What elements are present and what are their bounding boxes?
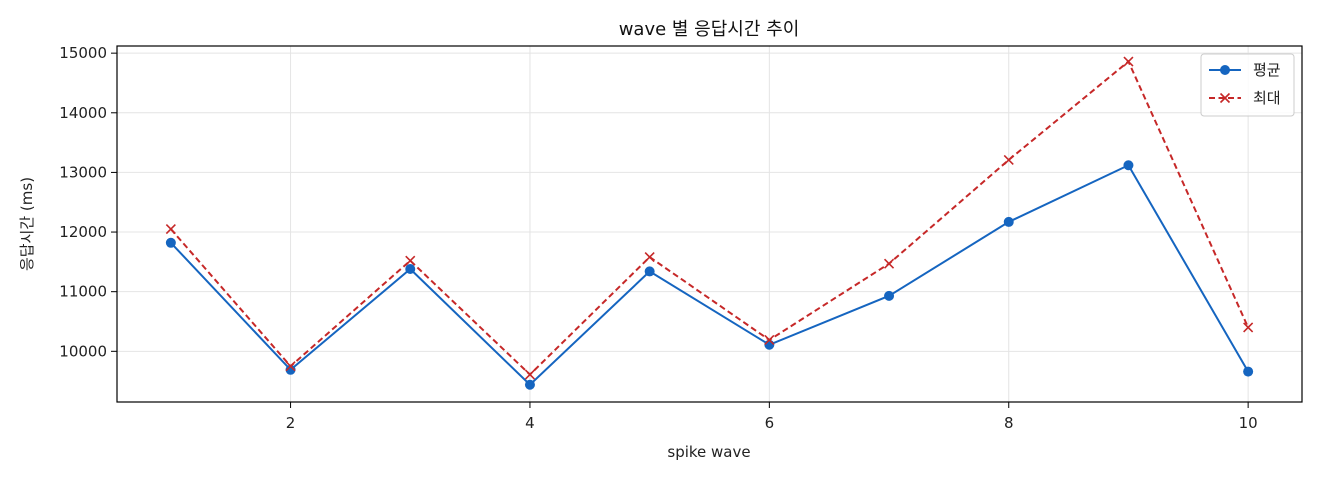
data-point <box>1003 154 1014 165</box>
data-point <box>524 379 535 390</box>
data-point <box>1003 216 1014 227</box>
data-point <box>644 266 655 277</box>
data-point <box>285 364 296 375</box>
x-tick-label: 10 <box>1239 414 1258 432</box>
series-최대 <box>165 56 1254 380</box>
data-point <box>883 258 895 269</box>
series-layer <box>165 56 1254 390</box>
data-point <box>764 334 775 346</box>
data-point <box>1123 160 1134 171</box>
plot-area-frame <box>116 45 1303 403</box>
data-point <box>1243 322 1254 333</box>
y-tick-label: 14000 <box>59 104 107 122</box>
series-line <box>170 163 1250 387</box>
x-tick-label: 6 <box>765 414 775 432</box>
series-line <box>170 59 1250 376</box>
data-point <box>165 237 176 248</box>
legend-item: 최대 <box>1209 89 1281 107</box>
grid-lines <box>117 46 1302 402</box>
legend-label: 최대 <box>1253 89 1281 107</box>
x-axis-title: spike wave <box>667 443 750 461</box>
y-tick-label: 15000 <box>59 44 107 62</box>
data-point <box>1220 65 1230 75</box>
y-tick-label: 12000 <box>59 223 107 241</box>
series-평균 <box>165 160 1254 390</box>
data-point <box>884 290 895 301</box>
data-point <box>285 361 296 372</box>
x-tick-label: 8 <box>1004 414 1014 432</box>
y-axis-title: 응답시간 (ms) <box>18 177 36 271</box>
y-tick-label: 10000 <box>59 342 107 360</box>
legend-label: 평균 <box>1253 61 1281 79</box>
data-point <box>524 369 536 380</box>
data-point <box>165 224 176 235</box>
x-tick-label: 2 <box>286 414 296 432</box>
data-point <box>644 252 655 263</box>
y-tick-label: 13000 <box>59 163 107 181</box>
axis-ticks: 2 4 6 8 10 10000 11000 12000 13000 14000 15000 <box>59 44 1257 432</box>
data-point <box>764 339 775 350</box>
chart-title: wave 별 응답시간 추이 <box>619 19 800 40</box>
data-point <box>1243 366 1254 377</box>
x-tick-label: 4 <box>525 414 535 432</box>
data-point <box>405 255 416 266</box>
data-point <box>405 264 416 275</box>
data-point <box>1123 56 1134 67</box>
y-tick-label: 11000 <box>59 283 107 301</box>
data-point <box>1219 92 1231 104</box>
legend-item: 평균 <box>1209 61 1281 79</box>
